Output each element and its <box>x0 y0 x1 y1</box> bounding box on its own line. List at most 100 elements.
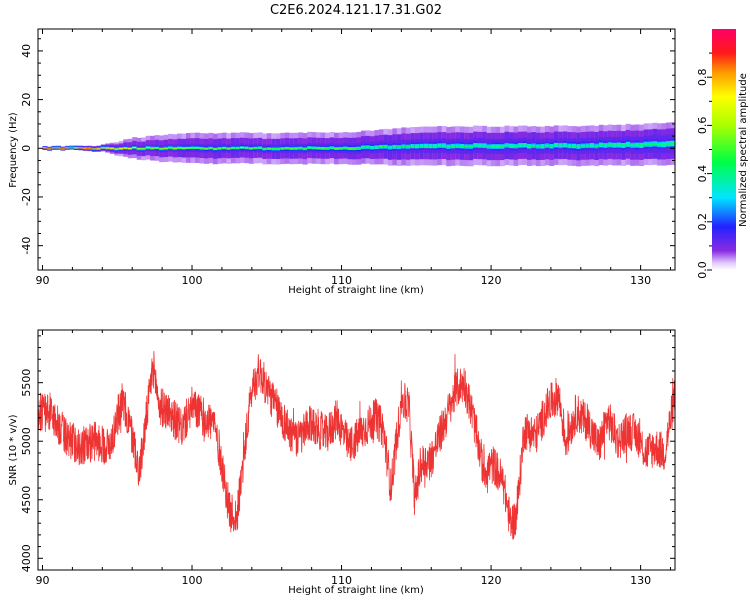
heat-cell <box>298 147 304 149</box>
heat-cell <box>612 144 618 147</box>
heat-cell <box>401 145 407 148</box>
heat-cell <box>670 142 675 145</box>
heat-cell <box>105 147 111 149</box>
heat-cell <box>616 144 622 147</box>
heat-cell <box>374 146 380 148</box>
heat-cell <box>284 147 290 149</box>
spectrogram-ylabel: Frequency (Hz) <box>8 112 19 188</box>
heat-cell <box>500 145 506 148</box>
x-tick-label: 100 <box>182 274 203 287</box>
heat-cell <box>186 147 192 149</box>
x-tick-label: 110 <box>331 574 352 587</box>
heat-cell <box>244 147 250 149</box>
heat-cell <box>517 144 523 147</box>
y-tick-label: 0 <box>20 145 33 152</box>
heat-cell <box>271 148 277 150</box>
heat-cell <box>562 144 568 147</box>
x-tick-label: 110 <box>331 274 352 287</box>
heat-cell <box>64 147 70 149</box>
heat-cell <box>168 147 174 149</box>
heat-cell <box>343 147 349 149</box>
heat-cell <box>311 147 317 149</box>
heat-cell <box>118 148 124 150</box>
heat-cell <box>473 144 479 147</box>
colorbar-gradient <box>712 29 736 270</box>
heat-cell <box>625 143 631 146</box>
heat-cell <box>652 142 658 145</box>
heat-cell <box>87 148 93 149</box>
heat-cell <box>60 148 66 150</box>
heat-cell <box>82 148 88 149</box>
heat-cell <box>203 148 209 150</box>
y-tick-label: 20 <box>20 93 33 107</box>
heat-cell <box>46 148 52 150</box>
colorbar-tick-label: 0.6 <box>696 117 709 134</box>
heat-cell <box>661 143 667 146</box>
heat-cell <box>607 143 613 146</box>
snr-frame <box>37 329 676 571</box>
heat-cell <box>544 144 550 147</box>
heat-cell <box>598 143 604 146</box>
heat-cell <box>558 144 564 147</box>
snr-panel: 90 100 110 120 130 4000 4500 5000 5500 Height of… <box>8 329 676 596</box>
heat-cell <box>495 145 501 148</box>
heat-cell <box>603 144 609 147</box>
heat-cell <box>468 145 474 148</box>
heat-cell <box>509 144 515 147</box>
heat-cell <box>423 145 429 147</box>
colorbar-label: Normalized spectral amplitude <box>738 73 749 227</box>
heat-cell <box>221 147 227 149</box>
heat-cell <box>356 147 362 149</box>
heat-cell <box>441 144 447 147</box>
heat-cell <box>145 147 151 149</box>
y-tick-label: -40 <box>20 237 33 255</box>
heat-cell <box>675 137 680 152</box>
heat-cell <box>477 144 483 147</box>
heat-cell <box>360 146 366 148</box>
heat-cell <box>136 148 142 150</box>
x-tick-label: 90 <box>35 274 49 287</box>
heat-cell <box>675 139 680 149</box>
heat-cell <box>535 145 541 148</box>
heat-cell <box>55 147 61 149</box>
heat-cell <box>428 145 434 147</box>
heat-cell <box>289 147 295 150</box>
heat-cell <box>643 143 649 146</box>
heat-cell <box>69 147 75 149</box>
heat-cell <box>387 146 393 149</box>
snr-ylabel: SNR (10 * v/v) <box>8 414 19 485</box>
x-tick-label: 100 <box>182 574 203 587</box>
colorbar-tick-label: 0.4 <box>696 165 709 183</box>
heat-cell <box>459 145 465 148</box>
heat-cell <box>526 145 532 148</box>
heat-cell <box>486 145 492 148</box>
heat-cell <box>396 146 402 148</box>
heat-cell <box>114 148 120 150</box>
heat-cell <box>150 147 156 149</box>
heat-cell <box>100 147 106 149</box>
heat-cell <box>316 147 322 149</box>
heat-cell <box>347 147 353 150</box>
colorbar: 0.0 0.2 0.4 0.6 0.8 Normalized spectral ampl… <box>696 29 749 279</box>
heat-cell <box>172 147 178 149</box>
heat-cell <box>585 144 591 147</box>
heat-cell <box>352 147 357 150</box>
heat-cell <box>253 147 259 149</box>
heat-cell <box>338 147 344 149</box>
spectrogram-frame <box>37 28 676 271</box>
heat-cell <box>293 147 299 150</box>
snr-xlabel: Height of straight line (km) <box>288 585 424 596</box>
heat-cell <box>675 143 680 145</box>
y-tick-label: -20 <box>20 188 33 206</box>
heat-cell <box>482 144 488 147</box>
heat-cell <box>329 147 335 149</box>
heat-cell <box>320 147 326 149</box>
heat-cell <box>571 145 577 147</box>
heat-cell <box>405 145 411 148</box>
heat-cell <box>639 144 645 147</box>
heat-cell <box>230 147 236 149</box>
spectrogram-panel: 90 100 110 120 130 -40 -20 0 20 40 Height of stra… <box>8 28 680 296</box>
heat-cell <box>177 147 183 149</box>
x-tick-label: 130 <box>630 574 651 587</box>
heat-cell <box>553 144 559 147</box>
